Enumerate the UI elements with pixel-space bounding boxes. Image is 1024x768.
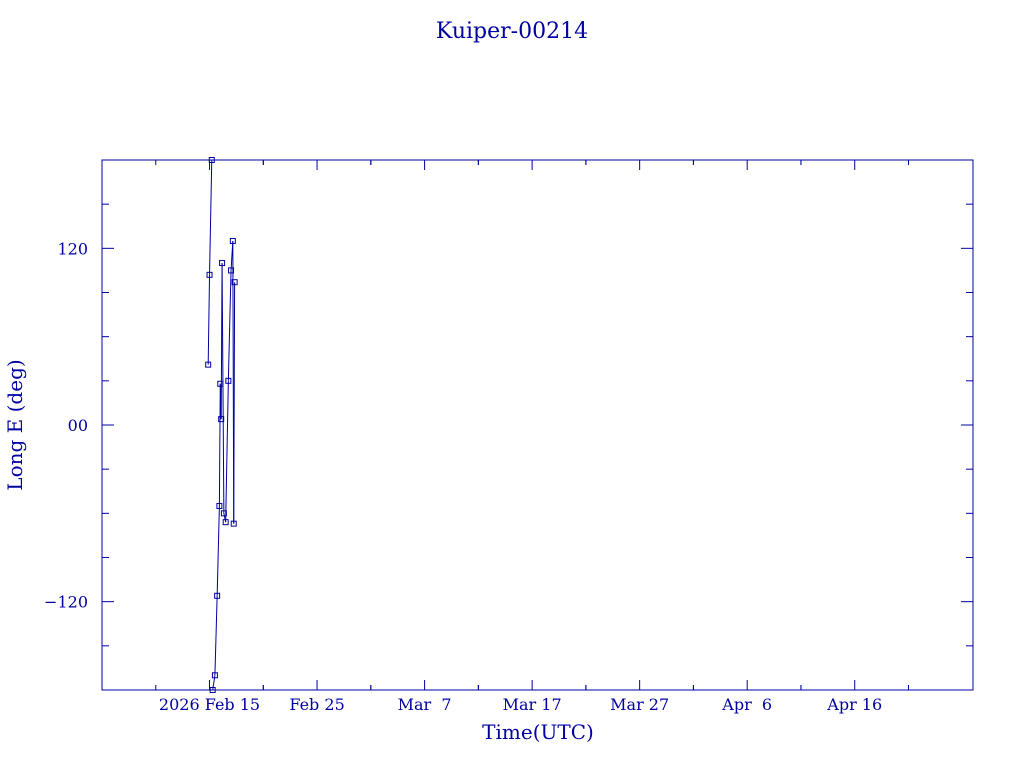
x-axis: 2026 Feb 15 Feb 25 Mar 7 Mar 17 Mar 27 Apr 6 A…: [155, 160, 909, 714]
data-point: [225, 377, 232, 384]
x-tick-label: 2026 Feb 15: [159, 695, 260, 714]
trajectory-segment: [214, 595, 218, 676]
data-point: [229, 237, 236, 244]
x-axis-label: Time(UTC): [482, 720, 594, 744]
chart-title: Kuiper-00214: [436, 19, 588, 44]
x-tick-label: Apr 6: [721, 695, 772, 714]
data-point: [214, 592, 221, 599]
data-point: [220, 510, 227, 517]
y-axis-label: Long E (deg): [3, 359, 27, 490]
x-tick-label: Apr 16: [826, 695, 882, 714]
y-tick-label: −120: [44, 593, 88, 612]
x-tick-label: Mar 7: [398, 695, 452, 714]
data-point: [206, 271, 213, 278]
trajectory-lines: [207, 159, 236, 691]
x-tick-label: Mar 17: [503, 695, 562, 714]
trajectory-segment: [218, 383, 221, 506]
y-tick-label: 00: [68, 416, 88, 435]
trajectory-segment: [227, 270, 232, 381]
trajectory-segment: [216, 505, 220, 596]
data-point: [205, 361, 212, 368]
trajectory-segment: [225, 380, 229, 523]
data-point: [228, 267, 235, 274]
trajectory-segment: [209, 159, 213, 275]
data-point: [219, 260, 226, 267]
trajectory-segment: [233, 282, 236, 524]
data-point: [230, 520, 237, 527]
trajectory-segment: [207, 274, 211, 365]
data-point: [218, 416, 225, 423]
x-tick-label: Feb 25: [289, 695, 344, 714]
data-point: [222, 519, 229, 526]
y-tick-label: 120: [57, 239, 88, 258]
x-tick-label: Mar 27: [610, 695, 669, 714]
data-point: [217, 380, 224, 387]
data-point: [231, 279, 238, 286]
plot-frame: [101, 159, 974, 691]
data-point: [216, 502, 223, 509]
trajectory-segment: [221, 263, 225, 514]
data-points: [205, 157, 238, 693]
data-point: [211, 672, 218, 679]
y-axis: 120 00 −120: [44, 159, 973, 691]
